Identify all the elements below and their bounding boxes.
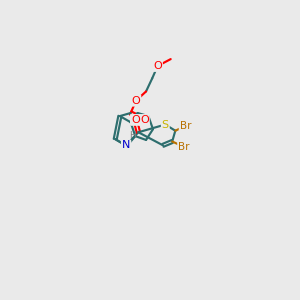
- Text: Br: Br: [178, 142, 190, 152]
- Text: O: O: [140, 115, 149, 125]
- Text: N: N: [122, 140, 130, 150]
- Text: S: S: [123, 141, 130, 151]
- Text: O: O: [131, 115, 140, 125]
- Text: S: S: [162, 119, 169, 130]
- Text: Br: Br: [180, 121, 191, 131]
- Text: O: O: [132, 96, 140, 106]
- Text: O: O: [153, 61, 162, 71]
- Text: H: H: [129, 131, 136, 140]
